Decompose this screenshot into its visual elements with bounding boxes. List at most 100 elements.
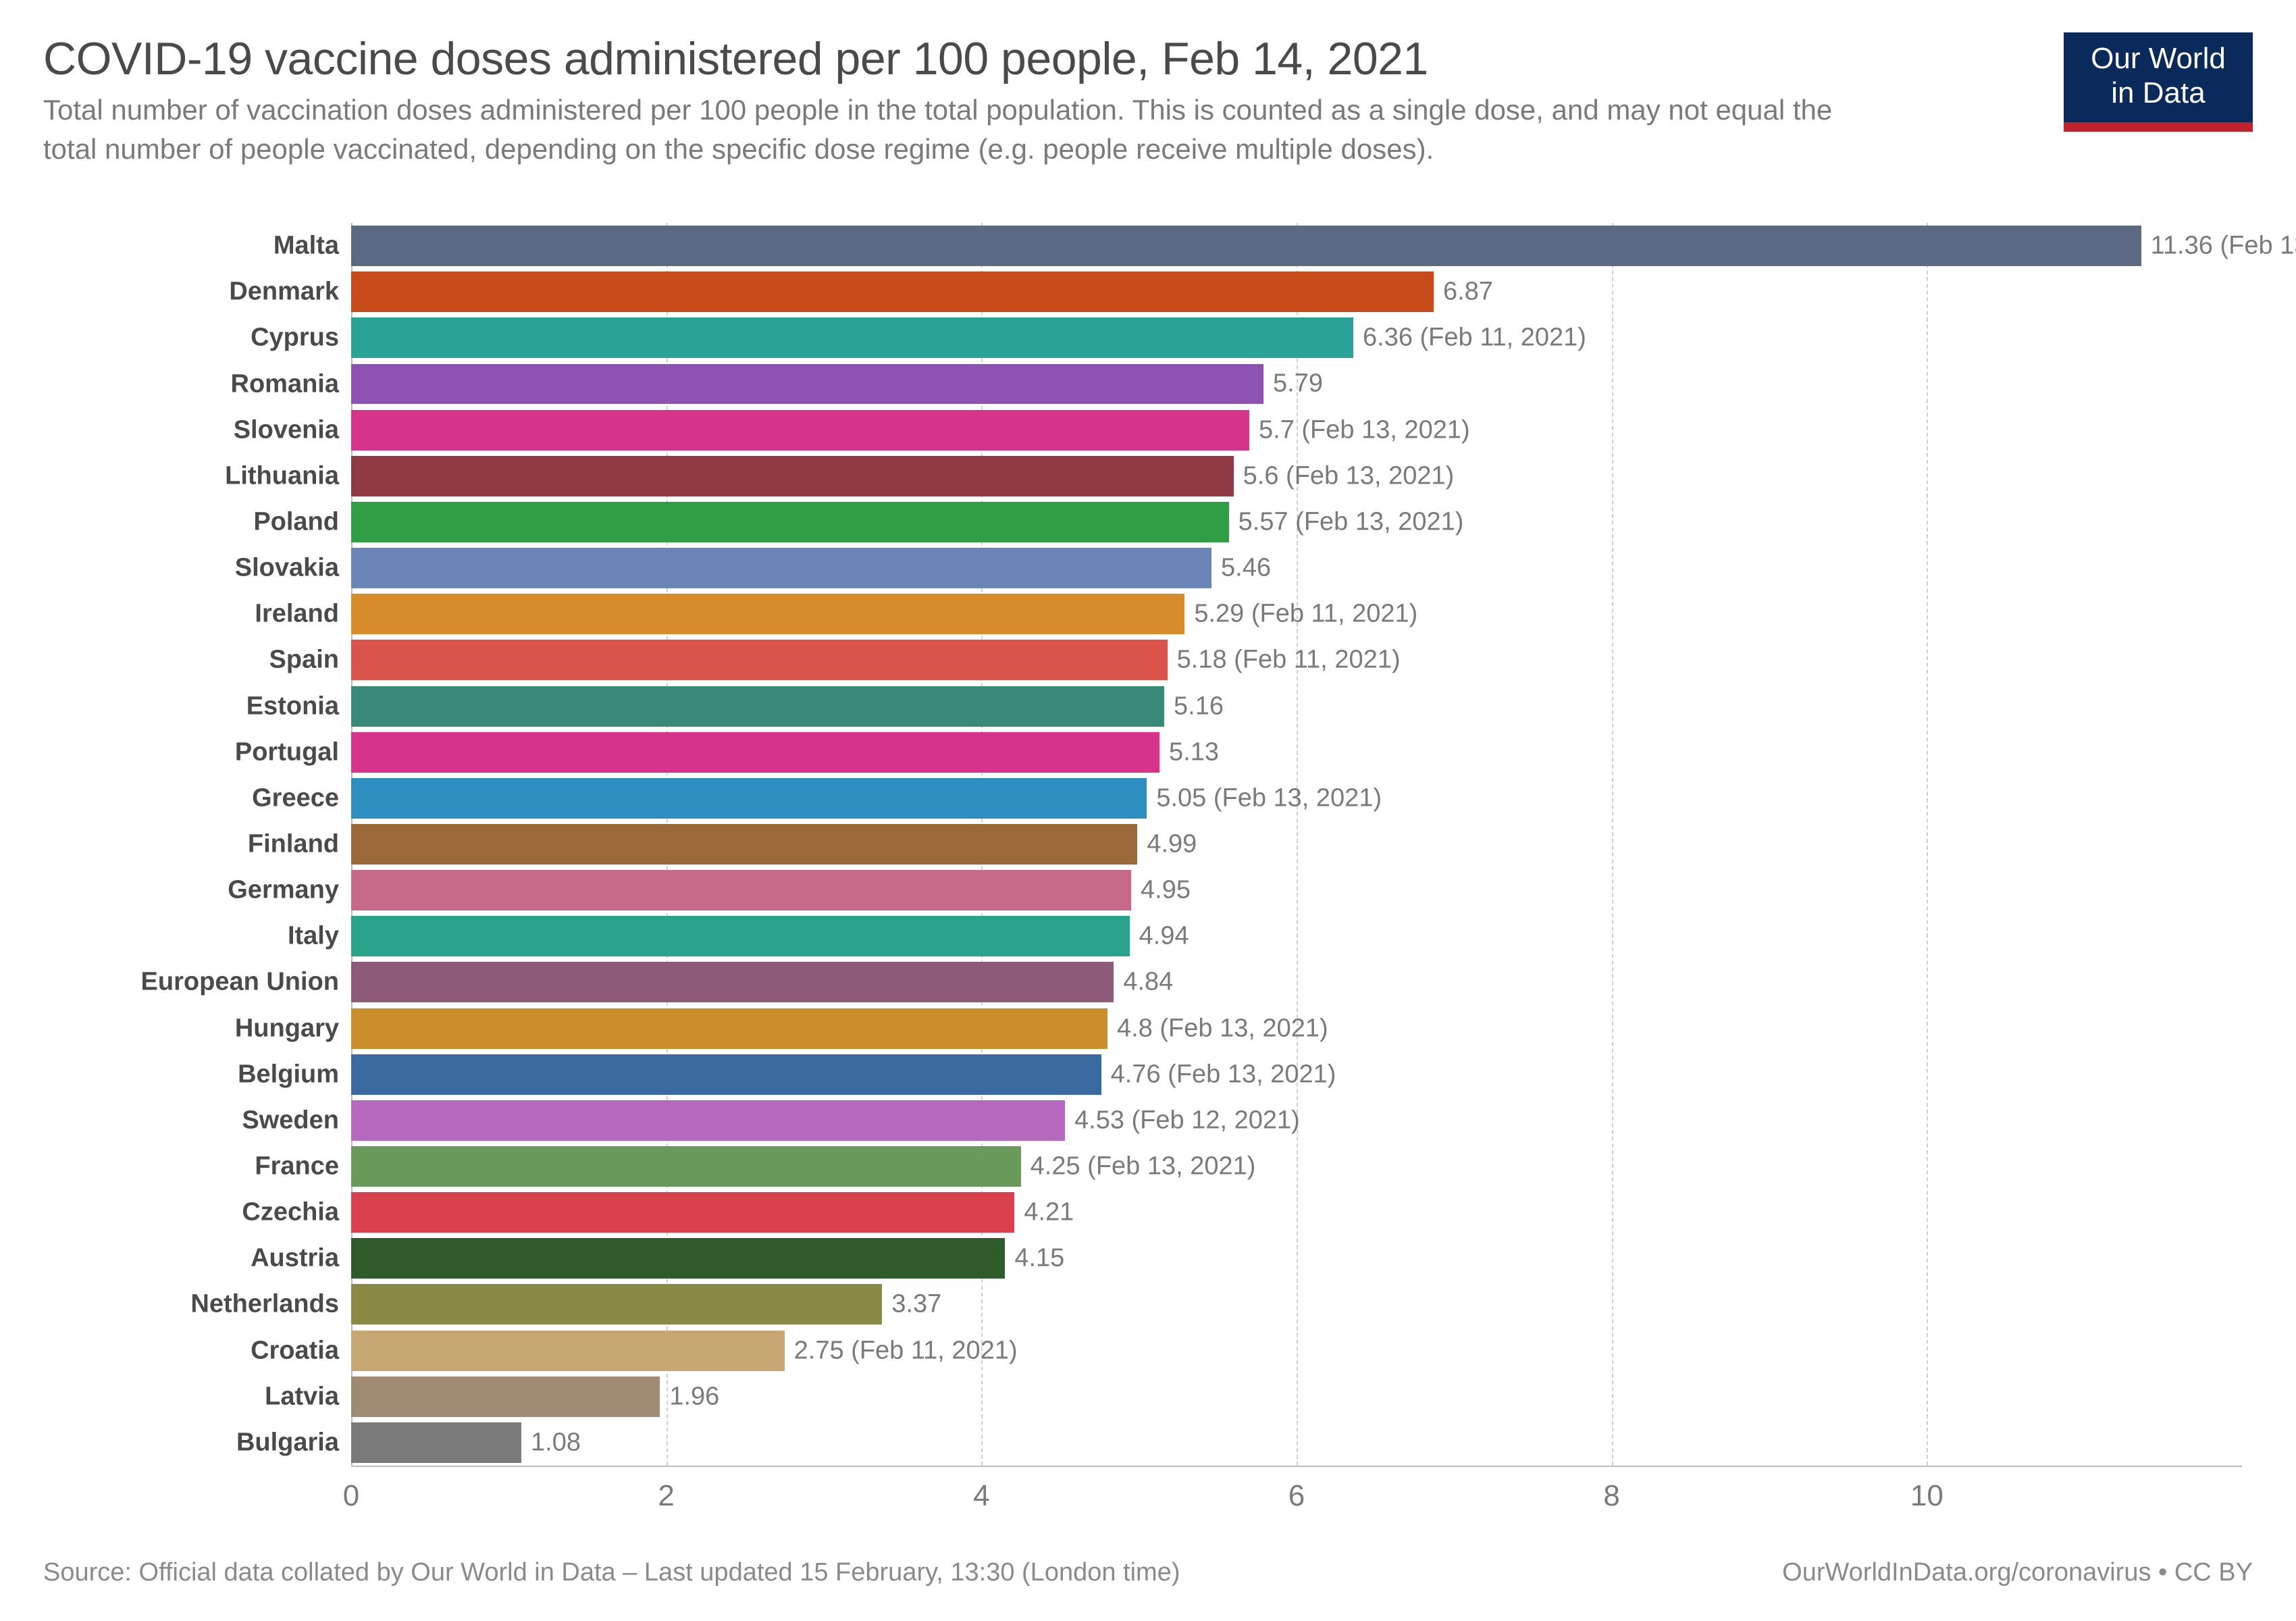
- bar: 4.53 (Feb 12, 2021): [351, 1100, 1065, 1141]
- chart-subtitle: Total number of vaccination doses admini…: [43, 91, 1867, 169]
- value-label: 6.87: [1434, 278, 1493, 307]
- bar-row: Bulgaria1.08: [351, 1420, 2242, 1466]
- category-label: France: [95, 1152, 351, 1181]
- value-label: 4.53 (Feb 12, 2021): [1065, 1106, 1300, 1135]
- source-note: Source: Official data collated by Our Wo…: [43, 1558, 1180, 1587]
- value-label: 4.15: [1005, 1244, 1064, 1273]
- bar-row: France4.25 (Feb 13, 2021): [351, 1143, 2242, 1189]
- bar: 5.7 (Feb 13, 2021): [351, 410, 1249, 451]
- bar-row: Sweden4.53 (Feb 12, 2021): [351, 1098, 2242, 1143]
- bar: 4.25 (Feb 13, 2021): [351, 1146, 1021, 1187]
- bar: 6.87: [351, 272, 1434, 312]
- bar: 5.46: [351, 548, 1211, 588]
- value-label: 5.6 (Feb 13, 2021): [1234, 461, 1455, 490]
- x-tick-label: 0: [343, 1479, 359, 1513]
- bar: 4.95: [351, 870, 1131, 910]
- bar: 5.29 (Feb 11, 2021): [351, 594, 1184, 634]
- bar-row: Finland4.99: [351, 821, 2242, 867]
- owid-logo-line1: Our World: [2091, 42, 2226, 75]
- bar: 2.75 (Feb 11, 2021): [351, 1331, 785, 1371]
- bar: 4.84: [351, 962, 1114, 1002]
- bar-row: European Union4.84: [351, 959, 2242, 1005]
- bar: 5.79: [351, 364, 1263, 405]
- bar-row: Slovakia5.46: [351, 545, 2242, 591]
- bar-row: Croatia2.75 (Feb 11, 2021): [351, 1328, 2242, 1374]
- category-label: Lithuania: [95, 461, 351, 490]
- bar-row: Greece5.05 (Feb 13, 2021): [351, 775, 2242, 821]
- owid-logo-underline: [2064, 122, 2253, 132]
- category-label: Germany: [95, 876, 351, 905]
- value-label: 3.37: [882, 1290, 941, 1319]
- bar: 4.76 (Feb 13, 2021): [351, 1054, 1101, 1095]
- x-tick-label: 8: [1603, 1479, 1619, 1513]
- value-label: 4.21: [1014, 1198, 1074, 1227]
- bar-row: Ireland5.29 (Feb 11, 2021): [351, 591, 2242, 637]
- category-label: Czechia: [95, 1198, 351, 1227]
- chart-page: COVID-19 vaccine doses administered per …: [0, 0, 2296, 1621]
- bar-row: Belgium4.76 (Feb 13, 2021): [351, 1052, 2242, 1098]
- bar-row: Austria4.15: [351, 1235, 2242, 1281]
- bar-row: Estonia5.16: [351, 683, 2242, 729]
- bar: 1.08: [351, 1422, 521, 1463]
- bar: 6.36 (Feb 11, 2021): [351, 317, 1353, 358]
- value-label: 5.57 (Feb 13, 2021): [1229, 507, 1464, 536]
- bar-row: Spain5.18 (Feb 11, 2021): [351, 637, 2242, 683]
- category-label: Sweden: [95, 1106, 351, 1135]
- value-label: 1.08: [521, 1428, 581, 1457]
- category-label: Slovakia: [95, 554, 351, 583]
- value-label: 4.95: [1131, 876, 1191, 905]
- category-label: Portugal: [95, 738, 351, 767]
- owid-logo-text: Our World in Data: [2064, 32, 2253, 122]
- x-tick-label: 4: [973, 1479, 989, 1513]
- value-label: 11.36 (Feb 13, 2021): [2141, 232, 2296, 261]
- category-label: Poland: [95, 507, 351, 536]
- value-label: 4.94: [1130, 922, 1189, 951]
- bar-row: Lithuania5.6 (Feb 13, 2021): [351, 453, 2242, 499]
- value-label: 4.84: [1114, 968, 1173, 997]
- bar-row: Poland5.57 (Feb 13, 2021): [351, 499, 2242, 545]
- owid-logo-line2: in Data: [2111, 76, 2205, 109]
- bar-row: Latvia1.96: [351, 1374, 2242, 1420]
- category-label: Greece: [95, 783, 351, 813]
- category-label: Slovenia: [95, 415, 351, 444]
- plot-region: 0246810Malta11.36 (Feb 13, 2021)Denmark6…: [351, 223, 2242, 1467]
- bar-row: Germany4.95: [351, 867, 2242, 913]
- bar: 1.96: [351, 1376, 660, 1417]
- x-tick-label: 6: [1288, 1479, 1305, 1513]
- bar-row: Netherlands3.37: [351, 1281, 2242, 1327]
- bar-row: Denmark6.87: [351, 269, 2242, 315]
- bar: 4.21: [351, 1192, 1014, 1233]
- owid-logo: Our World in Data: [2064, 32, 2253, 132]
- category-label: Malta: [95, 232, 351, 261]
- bar: 5.18 (Feb 11, 2021): [351, 640, 1168, 680]
- category-label: Finland: [95, 829, 351, 858]
- category-label: European Union: [95, 968, 351, 997]
- value-label: 4.25 (Feb 13, 2021): [1021, 1152, 1256, 1181]
- category-label: Spain: [95, 646, 351, 675]
- value-label: 5.13: [1159, 738, 1219, 767]
- bar-row: Slovenia5.7 (Feb 13, 2021): [351, 407, 2242, 453]
- category-label: Austria: [95, 1244, 351, 1273]
- chart-area: 0246810Malta11.36 (Feb 13, 2021)Denmark6…: [95, 223, 2242, 1506]
- category-label: Italy: [95, 922, 351, 951]
- x-tick-label: 2: [658, 1479, 674, 1513]
- bar: 5.13: [351, 732, 1159, 773]
- chart-footer: Source: Official data collated by Our Wo…: [43, 1558, 2253, 1587]
- bar: 3.37: [351, 1284, 882, 1324]
- value-label: 5.18 (Feb 11, 2021): [1168, 646, 1401, 675]
- bar: 4.8 (Feb 13, 2021): [351, 1008, 1107, 1049]
- bar: 5.05 (Feb 13, 2021): [351, 778, 1147, 819]
- bar-row: Malta11.36 (Feb 13, 2021): [351, 223, 2242, 269]
- category-label: Cyprus: [95, 324, 351, 353]
- value-label: 6.36 (Feb 11, 2021): [1353, 324, 1586, 353]
- category-label: Denmark: [95, 278, 351, 307]
- bar-row: Romania5.79: [351, 361, 2242, 407]
- category-label: Romania: [95, 369, 351, 398]
- bar: 5.57 (Feb 13, 2021): [351, 502, 1229, 542]
- category-label: Estonia: [95, 692, 351, 721]
- bar: 4.94: [351, 916, 1130, 956]
- chart-title: COVID-19 vaccine doses administered per …: [43, 32, 2253, 85]
- value-label: 5.05 (Feb 13, 2021): [1147, 783, 1382, 813]
- bar: 4.15: [351, 1238, 1005, 1279]
- bar: 11.36 (Feb 13, 2021): [351, 226, 2141, 266]
